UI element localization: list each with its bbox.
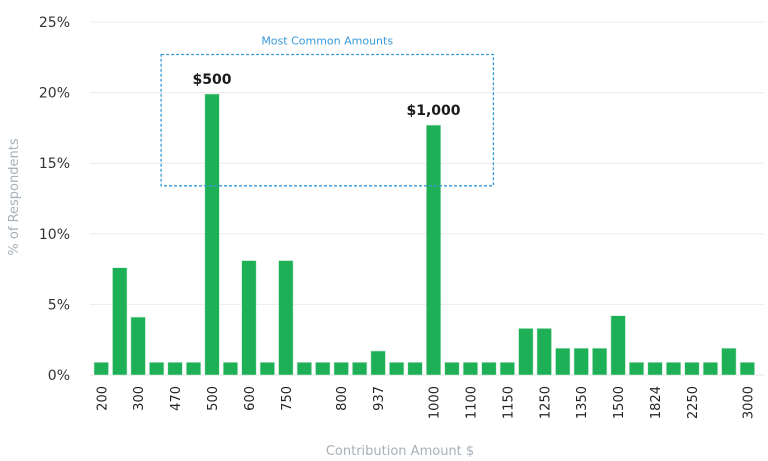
bar	[536, 328, 552, 376]
x-tick-label: 300	[132, 386, 147, 411]
bar	[167, 361, 183, 376]
bar	[259, 361, 275, 376]
most-common-amounts-label: Most Common Amounts	[261, 35, 393, 48]
bar	[610, 315, 626, 376]
bar	[204, 93, 220, 376]
bar	[425, 124, 442, 376]
bar	[647, 361, 663, 376]
x-tick-label: 500	[206, 386, 221, 411]
x-tick-label: 1100	[465, 386, 480, 419]
bar	[222, 361, 238, 376]
bar	[739, 361, 755, 376]
y-axis-title: % of Respondents	[7, 138, 22, 255]
x-tick-label: 1824	[649, 386, 664, 419]
bar	[186, 361, 202, 376]
data-label: $1,000	[406, 103, 460, 119]
y-tick-label: 10%	[39, 227, 70, 243]
data-labels: $500 $1,000	[193, 72, 461, 119]
x-tick-label: 800	[335, 386, 350, 411]
bar	[628, 361, 645, 376]
x-tick-label: 1500	[612, 386, 627, 419]
bar	[130, 316, 146, 376]
bar	[462, 361, 479, 376]
y-tick-label: 5%	[48, 297, 70, 313]
x-axis-ticks: 200 300 470 500 600 750 800 937 1000 1100 1150 1250…	[95, 386, 756, 419]
bar	[296, 361, 312, 376]
bar	[444, 361, 460, 376]
x-tick-label: 1000	[428, 386, 443, 419]
bar	[352, 361, 368, 376]
bar	[370, 350, 386, 376]
bar	[333, 361, 349, 376]
x-tick-label: 1150	[501, 386, 516, 419]
x-tick-label: 750	[280, 386, 295, 411]
bars	[93, 93, 755, 376]
bar	[241, 260, 257, 376]
bar	[518, 328, 534, 376]
x-tick-label: 470	[169, 386, 184, 411]
x-axis-title: Contribution Amount $	[326, 444, 474, 459]
y-axis-ticks: 0% 5% 10% 15% 20% 25%	[39, 15, 70, 384]
x-tick-label: 1350	[575, 386, 590, 419]
bar	[592, 347, 608, 376]
bar	[665, 361, 682, 376]
x-tick-label: 2250	[686, 386, 701, 419]
most-common-amounts-box	[160, 53, 495, 187]
bar	[702, 361, 719, 376]
x-tick-label: 200	[95, 386, 110, 411]
x-tick-label: 600	[243, 386, 258, 411]
bar	[481, 361, 497, 376]
bar	[684, 361, 700, 376]
bar	[407, 361, 423, 376]
bar	[93, 361, 109, 376]
bar	[112, 267, 128, 376]
bar	[149, 361, 165, 376]
bar	[573, 347, 589, 376]
x-tick-label: 3000	[741, 386, 756, 419]
bar	[278, 260, 294, 376]
bar	[721, 347, 737, 376]
x-tick-label: 1250	[538, 386, 553, 419]
data-label: $500	[193, 72, 232, 88]
y-tick-label: 20%	[39, 86, 70, 102]
annotation-group: Most Common Amounts	[160, 35, 495, 187]
bar	[315, 361, 331, 376]
y-tick-label: 15%	[39, 156, 70, 172]
bar	[499, 361, 515, 376]
y-tick-label: 0%	[48, 368, 70, 384]
bar	[555, 347, 571, 376]
y-tick-label: 25%	[39, 15, 70, 31]
bar	[389, 361, 405, 376]
x-tick-label: 937	[372, 386, 387, 411]
